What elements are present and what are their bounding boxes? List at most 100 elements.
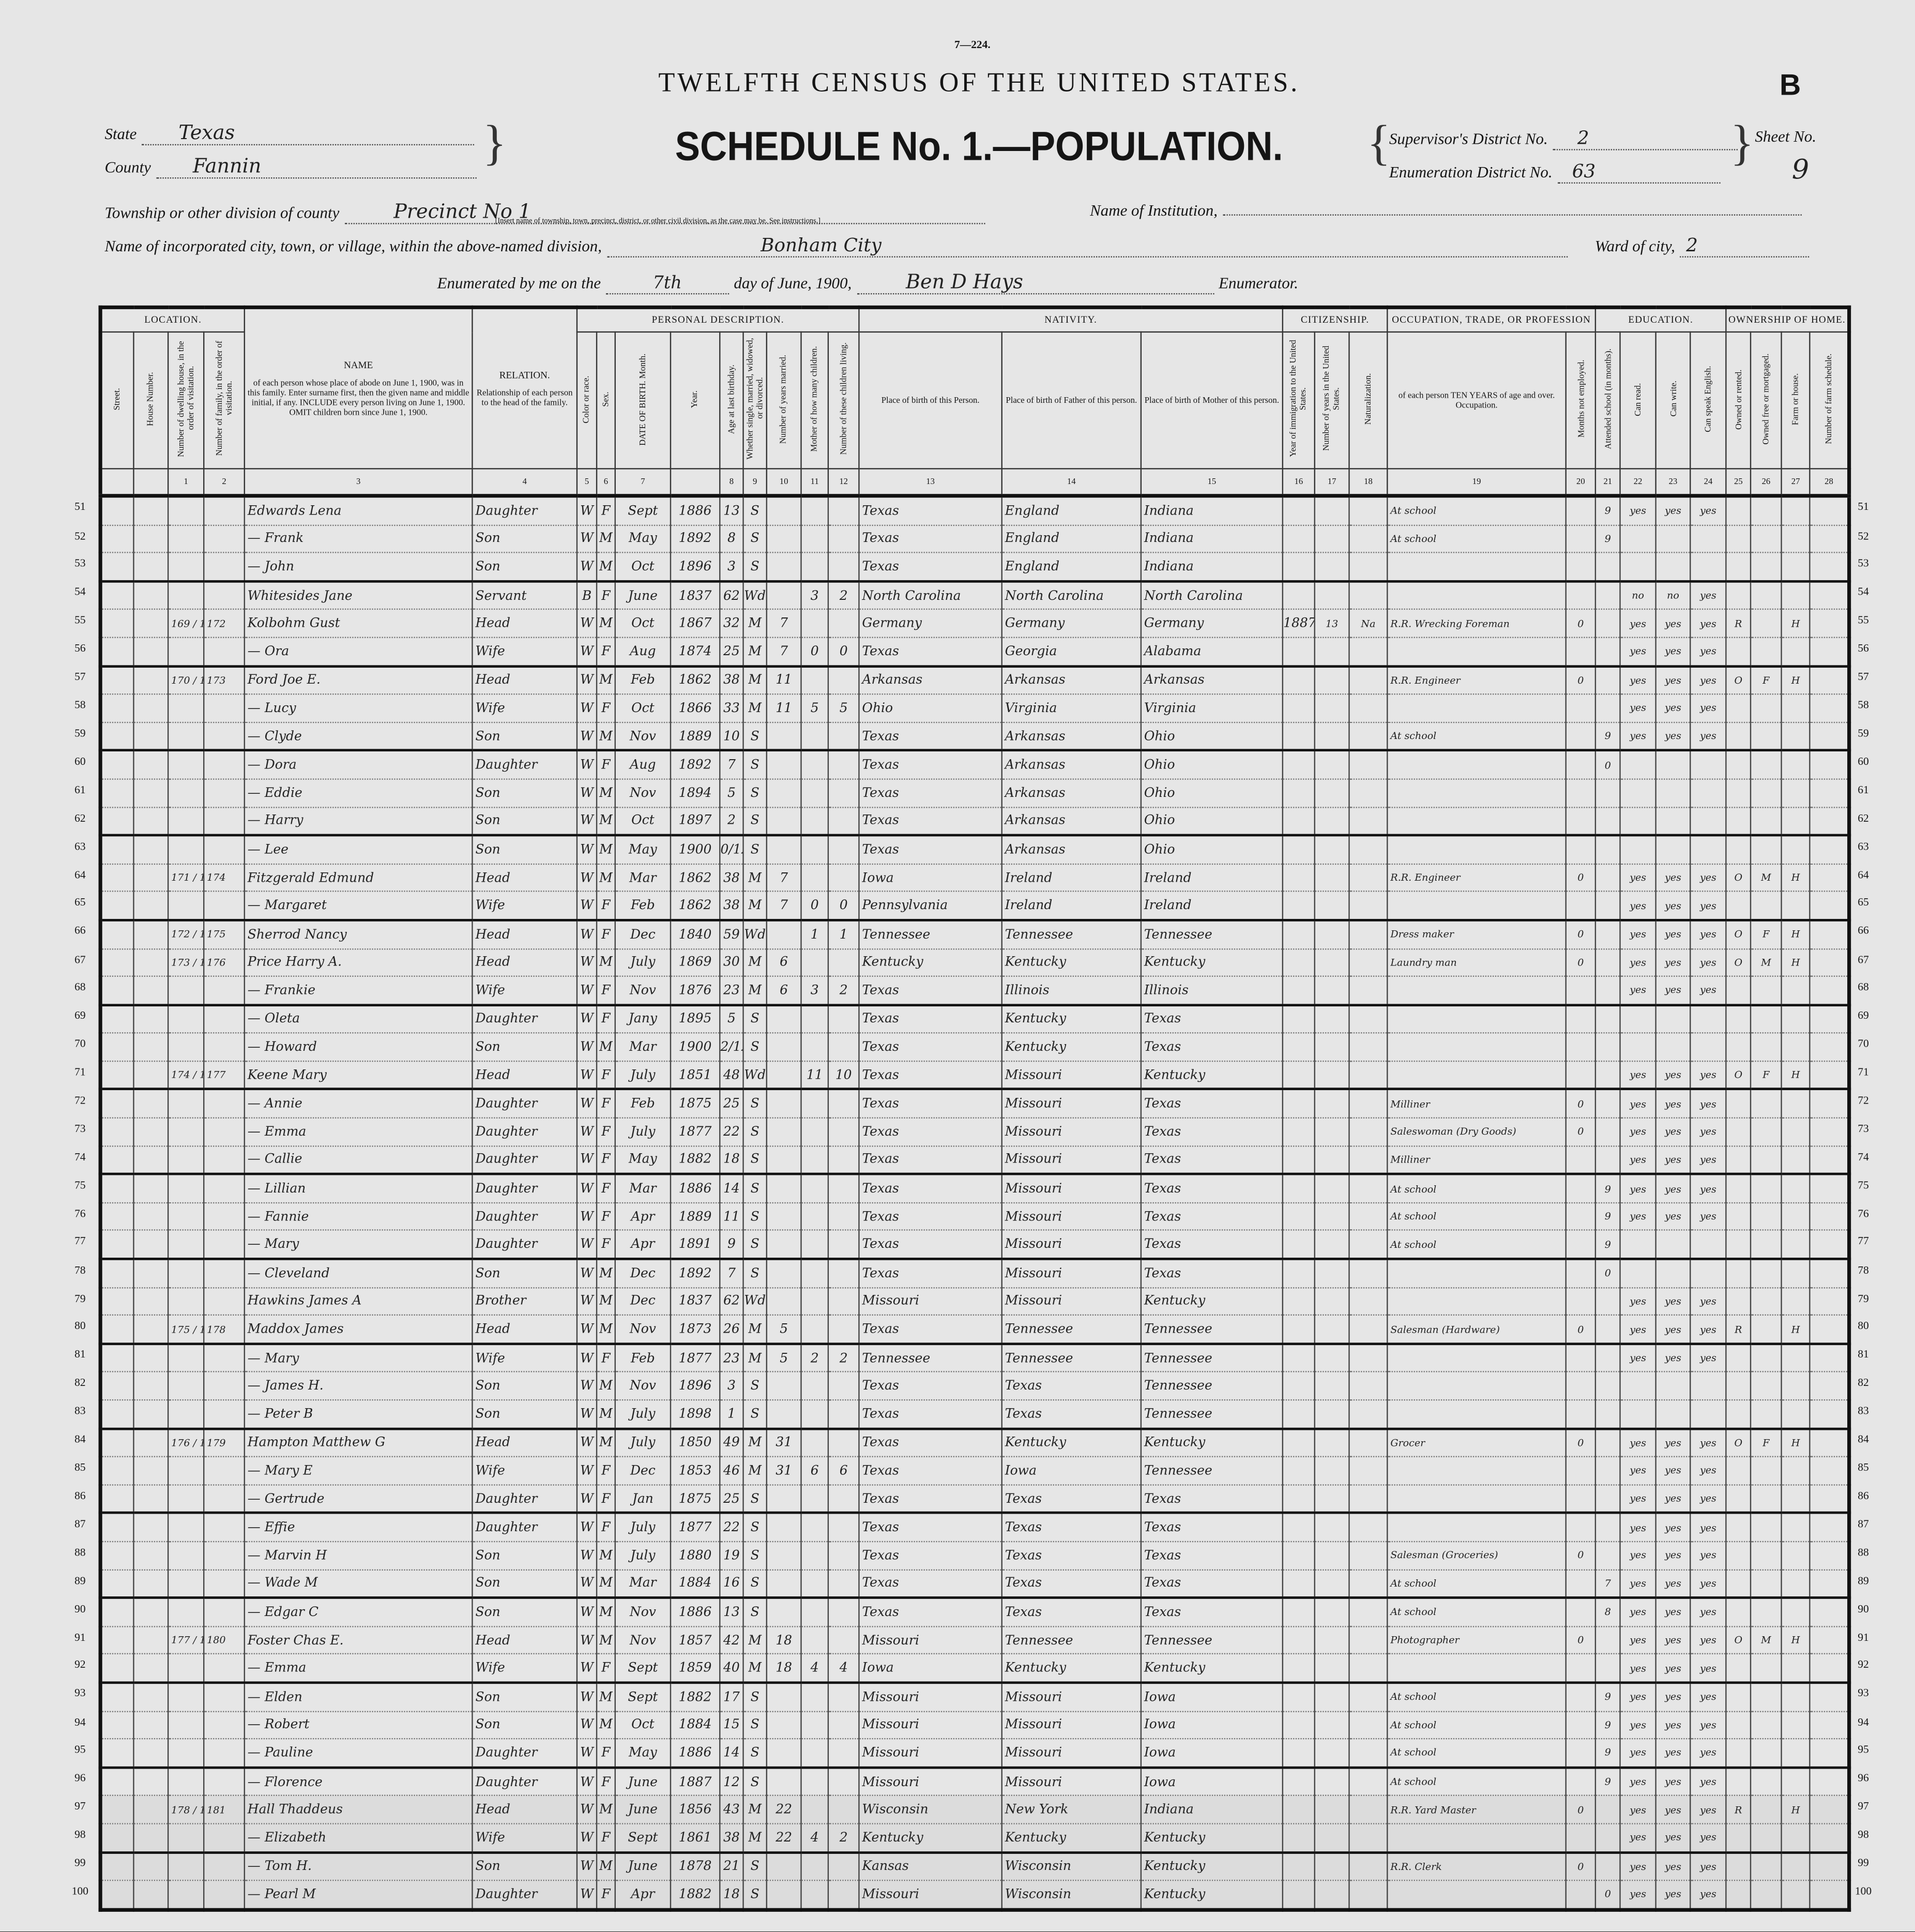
cell-name: — Robert [244, 1711, 473, 1740]
cell-birthplace: Texas [858, 1597, 1002, 1627]
header-label-sex: Sex. [601, 391, 611, 407]
cell-house-number [133, 552, 169, 583]
cell-birthplace: Texas [858, 1118, 1002, 1146]
cell-school-months [1594, 1484, 1621, 1515]
cell-owned-rented: O [1725, 1626, 1752, 1655]
cell-color: W [576, 1118, 598, 1146]
cell-birthplace: Missouri [858, 1626, 1002, 1655]
cell-school-months [1594, 666, 1621, 695]
cell-age: 5 [719, 1004, 744, 1034]
cell-name: — Mary [244, 1230, 473, 1260]
cell-occupation [1387, 581, 1567, 610]
cell-birth-year: 1876 [670, 976, 721, 1006]
cell-age: 49 [719, 1428, 744, 1458]
ward-label: Ward of city, [1594, 236, 1675, 255]
cell-free-mortgaged [1750, 779, 1782, 808]
cell-school-months [1594, 1795, 1621, 1824]
cell-dwelling-number [167, 1259, 205, 1288]
cell-owned-rented: O [1725, 1428, 1752, 1458]
cell-years-married [766, 1682, 802, 1712]
cell-marital-status: S [742, 1174, 767, 1203]
cell-immigration-year [1282, 1626, 1316, 1655]
cell-children-born: 0 [800, 637, 829, 668]
cell-occupation [1387, 750, 1567, 780]
header-farm-house: Farm or house. [1781, 331, 1811, 470]
cell-birth-month: Jany [614, 1004, 672, 1034]
cell-children-born [800, 1174, 829, 1203]
column-number-birthplace: 13 [858, 468, 1002, 498]
cell-birth-year: 1884 [670, 1569, 721, 1599]
cell-birthplace: Ohio [858, 694, 1002, 723]
cell-age: 14 [719, 1739, 744, 1769]
cell-owned-rented [1725, 1372, 1752, 1401]
cell-birth-year: 1898 [670, 1400, 721, 1430]
cell-can-write: yes [1655, 864, 1691, 893]
cell-can-write [1655, 1400, 1691, 1430]
cell-free-mortgaged: F [1750, 1428, 1782, 1458]
cell-relation: Brother [472, 1287, 578, 1316]
cell-occupation: At school [1387, 1174, 1567, 1203]
cell-age: 25 [719, 1089, 744, 1119]
cell-street [99, 1880, 134, 1910]
cell-naturalization [1348, 807, 1388, 837]
line-number-left: 56 [74, 642, 86, 654]
cell-years-in-us [1314, 1711, 1350, 1740]
cell-speaks-english: yes [1690, 1767, 1727, 1797]
cell-years-married: 22 [766, 1795, 802, 1824]
cell-owned-rented [1725, 1118, 1752, 1146]
cell-free-mortgaged: M [1750, 1626, 1782, 1655]
cell-house-number [133, 1852, 169, 1881]
cell-owned-rented [1725, 976, 1752, 1006]
cell-birthplace: Texas [858, 637, 1002, 668]
cell-age: 3 [719, 552, 744, 583]
cell-speaks-english: yes [1690, 1287, 1727, 1316]
cell-house-number [133, 1315, 169, 1345]
cell-birth-year: 1875 [670, 1089, 721, 1119]
cell-naturalization [1348, 920, 1388, 949]
cell-can-read: yes [1619, 1344, 1656, 1373]
cell-mother-birthplace: Tennessee [1140, 1400, 1284, 1430]
cell-can-read: yes [1619, 920, 1656, 949]
cell-can-read [1619, 1372, 1656, 1401]
cell-months-unemployed [1565, 892, 1597, 922]
cell-farm-house [1781, 1597, 1811, 1627]
cell-children-born [800, 722, 829, 752]
cell-sex: F [596, 976, 616, 1006]
cell-months-unemployed: 0 [1565, 1118, 1597, 1146]
cell-house-number [133, 1174, 169, 1203]
cell-years-married [766, 1880, 802, 1910]
cell-family-number: 175 [203, 920, 246, 949]
cell-farm-schedule [1809, 1259, 1850, 1288]
header-number-row: 1 2 3 4 5 6 7 8 9 10 11 12 13 14 15 16 17 18 19 20 21 22 23 24 2… [99, 468, 1850, 498]
cell-relation: Head [472, 1626, 578, 1655]
cell-children-living [827, 1372, 860, 1401]
cell-naturalization [1348, 1315, 1388, 1345]
cell-naturalization [1348, 1089, 1388, 1119]
cell-occupation [1387, 1880, 1567, 1910]
cell-age: 13 [719, 495, 744, 526]
header-immigration-year: Year of immigration to the United States… [1282, 331, 1316, 470]
cell-mother-birthplace: Ohio [1140, 835, 1284, 865]
cell-sex: F [596, 1513, 616, 1543]
line-number-left: 78 [74, 1263, 86, 1276]
cell-farm-house [1781, 835, 1811, 865]
cell-farm-house [1781, 1569, 1811, 1599]
cell-dwelling-number [167, 637, 205, 668]
cell-free-mortgaged [1750, 581, 1782, 610]
cell-age: 16 [719, 1569, 744, 1599]
cell-birthplace: Texas [858, 722, 1002, 752]
cell-naturalization [1348, 1767, 1388, 1797]
cell-school-months [1594, 1033, 1621, 1062]
cell-speaks-english: yes [1690, 1428, 1727, 1458]
cell-name: — Clyde [244, 722, 473, 752]
cell-farm-house [1781, 1344, 1811, 1373]
cell-years-married [766, 750, 802, 780]
cell-children-living [827, 1682, 860, 1712]
cell-farm-schedule [1809, 1287, 1850, 1316]
cell-months-unemployed [1565, 722, 1597, 752]
cell-children-born [800, 1852, 829, 1881]
cell-marital-status: M [742, 948, 767, 977]
cell-occupation: Salesman (Hardware) [1387, 1315, 1567, 1345]
cell-sex: F [596, 1004, 616, 1034]
cell-relation: Daughter [472, 1145, 578, 1176]
